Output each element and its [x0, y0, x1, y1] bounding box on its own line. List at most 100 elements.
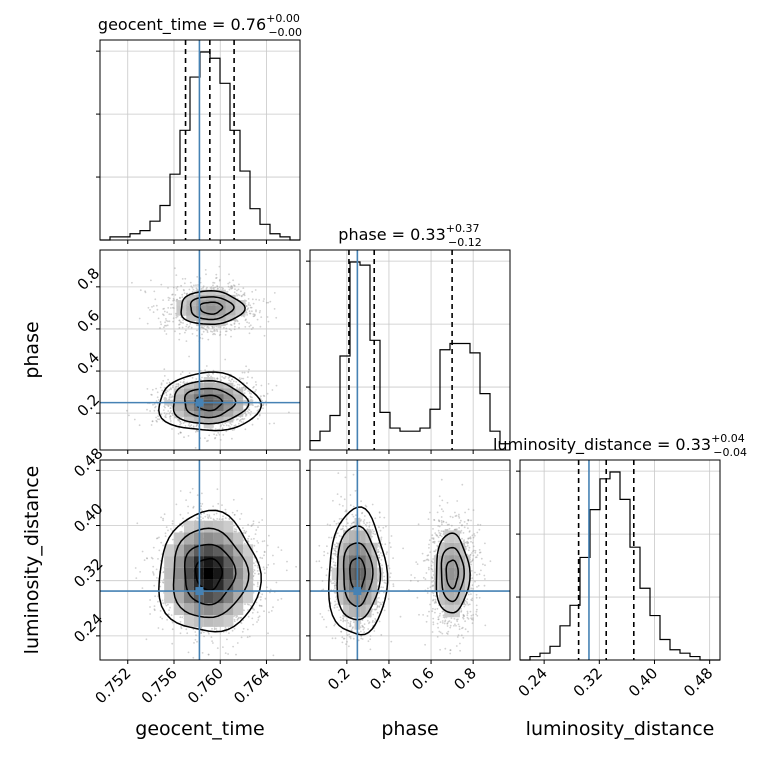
sample-point: [170, 415, 172, 417]
sample-point: [193, 289, 195, 291]
sample-point: [162, 519, 164, 521]
sample-point: [169, 382, 171, 384]
sample-point: [150, 280, 152, 282]
sample-point: [162, 602, 164, 604]
sample-point: [264, 540, 266, 542]
sample-point: [192, 287, 194, 289]
sample-point: [258, 617, 260, 619]
sample-point: [215, 628, 217, 630]
sample-point: [147, 388, 149, 390]
sample-point: [254, 569, 256, 571]
sample-point: [268, 383, 270, 385]
sample-point: [270, 589, 272, 591]
sample-point: [167, 390, 169, 392]
sample-point: [237, 384, 239, 386]
sample-point: [267, 316, 269, 318]
sample-point: [248, 304, 250, 306]
sample-point: [237, 320, 239, 322]
sample-point: [260, 605, 262, 607]
sample-point: [271, 610, 273, 612]
sample-point: [274, 308, 276, 310]
sample-point: [220, 424, 222, 426]
sample-point: [229, 423, 231, 425]
sample-point: [217, 432, 219, 434]
sample-point: [163, 368, 165, 370]
sample-point: [219, 286, 221, 288]
sample-point: [158, 399, 160, 401]
sample-point: [169, 297, 171, 299]
sample-point: [259, 557, 261, 559]
sample-point: [225, 430, 227, 432]
sample-point: [220, 439, 222, 441]
sample-point: [152, 404, 154, 406]
sample-point: [205, 273, 207, 275]
sample-point: [244, 543, 246, 545]
sample-point: [276, 582, 278, 584]
sample-point: [223, 327, 225, 329]
sample-point: [240, 617, 242, 619]
sample-point: [239, 387, 241, 389]
truth-marker: [195, 399, 203, 407]
sample-point: [260, 326, 262, 328]
sample-point: [228, 273, 230, 275]
sample-point: [228, 632, 230, 634]
sample-point: [216, 285, 218, 287]
sample-point: [189, 423, 191, 425]
sample-point: [225, 334, 227, 336]
sample-point: [272, 389, 274, 391]
sample-point: [238, 618, 240, 620]
sample-point: [153, 311, 155, 313]
sample-point: [202, 652, 204, 654]
sample-point: [144, 559, 146, 561]
density-cell: [233, 405, 243, 411]
sample-point: [170, 528, 172, 530]
sample-point: [181, 294, 183, 296]
sample-point: [246, 321, 248, 323]
sample-point: [155, 420, 157, 422]
sample-point: [230, 330, 232, 332]
sample-point: [139, 424, 141, 426]
sample-point: [264, 335, 266, 337]
sample-point: [237, 418, 239, 420]
sample-point: [248, 369, 250, 371]
sample-point: [168, 413, 170, 415]
sample-point: [146, 409, 148, 411]
sample-point: [225, 331, 227, 333]
sample-point: [170, 420, 172, 422]
sample-point: [234, 322, 236, 324]
sample-point: [171, 643, 173, 645]
sample-point: [259, 312, 261, 314]
sample-point: [249, 305, 251, 307]
sample-point: [253, 303, 255, 305]
sample-point: [210, 287, 212, 289]
sample-point: [266, 586, 268, 588]
sample-point: [175, 383, 177, 385]
sample-point: [201, 503, 203, 505]
sample-point: [245, 319, 247, 321]
sample-point: [163, 314, 165, 316]
sample-point: [164, 513, 166, 515]
sample-point: [180, 490, 182, 492]
sample-point: [249, 326, 251, 328]
sample-point: [171, 428, 173, 430]
sample-point: [213, 287, 215, 289]
sample-point: [253, 386, 255, 388]
sample-point: [253, 562, 255, 564]
sample-point: [231, 378, 233, 380]
sample-point: [165, 414, 167, 416]
sample-point: [171, 294, 173, 296]
density-cell: [204, 377, 214, 383]
sample-point: [210, 330, 212, 332]
sample-point: [232, 429, 234, 431]
sample-point: [164, 375, 166, 377]
sample-point: [173, 317, 175, 319]
sample-point: [159, 327, 161, 329]
sample-point: [221, 376, 223, 378]
sample-point: [222, 423, 224, 425]
panel-title-luminosity_distance: luminosity_distance = 0.33+0.04−0.04: [493, 432, 747, 459]
sample-point: [249, 636, 251, 638]
sample-point: [164, 321, 166, 323]
sample-point: [154, 595, 156, 597]
sample-point: [221, 287, 223, 289]
sample-point: [234, 328, 236, 330]
